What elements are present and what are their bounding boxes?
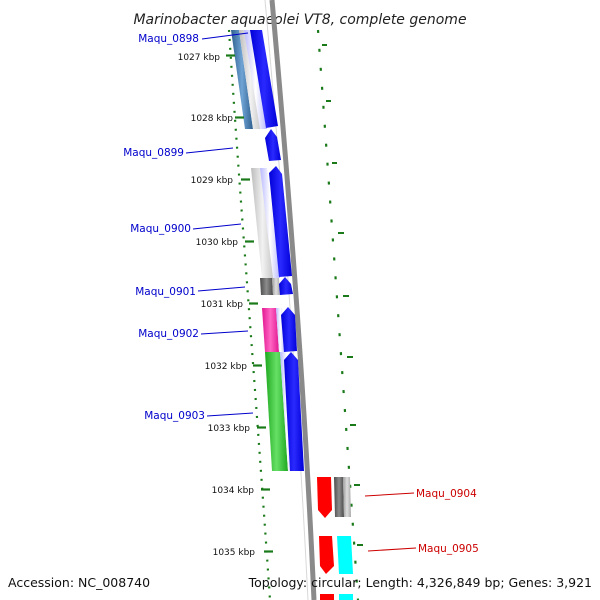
- kbp-tick-label: 1033 kbp: [208, 424, 251, 434]
- kbp-tick-label: 1028 kbp: [191, 114, 234, 124]
- position-ring-right: [316, 29, 360, 600]
- kbp-tick-label: 1027 kbp: [178, 53, 221, 63]
- cds-arrow-maqu-0901[interactable]: [279, 277, 293, 295]
- gene-leader-line: [201, 32, 249, 40]
- gene-label-maqu-0901[interactable]: Maqu_0901: [135, 286, 196, 298]
- kbp-tick-label: 1030 kbp: [196, 238, 239, 248]
- cds-arrow-maqu-0905[interactable]: [319, 536, 334, 574]
- kbp-tick-label: 1031 kbp: [201, 300, 244, 310]
- cds-arrow-maqu-0900[interactable]: [269, 166, 292, 277]
- kbp-tick-label: 1034 kbp: [212, 486, 255, 496]
- topology-text: Topology: circular; Length: 4,326,849 bp…: [248, 575, 592, 590]
- kbp-tick-label: 1032 kbp: [205, 362, 248, 372]
- gene-leader-line: [200, 330, 249, 335]
- gene-leader-line: [364, 492, 415, 497]
- cds-arrow-maqu-0898[interactable]: [250, 30, 278, 128]
- gene-band-maqu-0900[interactable]: [251, 168, 274, 278]
- genome-backbone-inner: [264, 0, 309, 600]
- gene-leader-line: [206, 412, 254, 417]
- gene-label-maqu-0902[interactable]: Maqu_0902: [138, 328, 199, 340]
- gene-label-maqu-0898[interactable]: Maqu_0898: [138, 33, 199, 45]
- gene-label-maqu-0904[interactable]: Maqu_0904: [416, 488, 477, 500]
- gene-label-maqu-0899[interactable]: Maqu_0899: [123, 147, 184, 159]
- cds-arrow-maqu-0899[interactable]: [265, 129, 281, 161]
- gene-band-maqu-0904-light[interactable]: [343, 477, 351, 517]
- accession-text: Accession: NC_008740: [8, 575, 150, 590]
- cds-arrow-maqu-0904[interactable]: [317, 477, 332, 518]
- cds-arrow-maqu-0905-next[interactable]: [320, 594, 334, 600]
- map-title: Marinobacter aquaeolei VT8, complete gen…: [133, 12, 466, 28]
- gene-band-maqu-0905-next[interactable]: [339, 594, 353, 600]
- gene-leader-line: [367, 547, 417, 552]
- cds-arrow-maqu-0898-light[interactable]: [244, 30, 267, 129]
- cds-arrow-maqu-0902[interactable]: [281, 307, 297, 352]
- gene-band-maqu-0901-light[interactable]: [272, 278, 280, 295]
- gene-leader-line: [192, 223, 242, 230]
- kbp-tick-label: 1035 kbp: [213, 548, 256, 558]
- right-ticks: [322, 44, 363, 546]
- cds-arrow-maqu-0900-light[interactable]: [260, 168, 280, 278]
- gene-leader-line: [197, 286, 246, 292]
- gene-band-maqu-0903[interactable]: [265, 352, 288, 471]
- gene-label-maqu-0900[interactable]: Maqu_0900: [130, 223, 191, 235]
- kbp-tick-label: 1029 kbp: [191, 176, 234, 186]
- gene-band-maqu-0901[interactable]: [260, 278, 273, 295]
- kbp-ticks: 1027 kbp 1028 kbp 1029 kbp 1030 kbp 1031…: [178, 53, 273, 558]
- gene-label-maqu-0905[interactable]: Maqu_0905: [418, 543, 479, 555]
- cds-arrow-maqu-0903[interactable]: [284, 352, 304, 471]
- gene-band-maqu-0898[interactable]: [231, 30, 253, 129]
- gene-band-maqu-0905[interactable]: [337, 536, 353, 574]
- gene-band-maqu-0904[interactable]: [334, 477, 344, 517]
- gene-leader-line: [185, 147, 234, 154]
- gene-label-maqu-0903[interactable]: Maqu_0903: [144, 410, 205, 422]
- genome-backbone: [269, 0, 317, 600]
- gene-band-maqu-0902[interactable]: [262, 308, 279, 352]
